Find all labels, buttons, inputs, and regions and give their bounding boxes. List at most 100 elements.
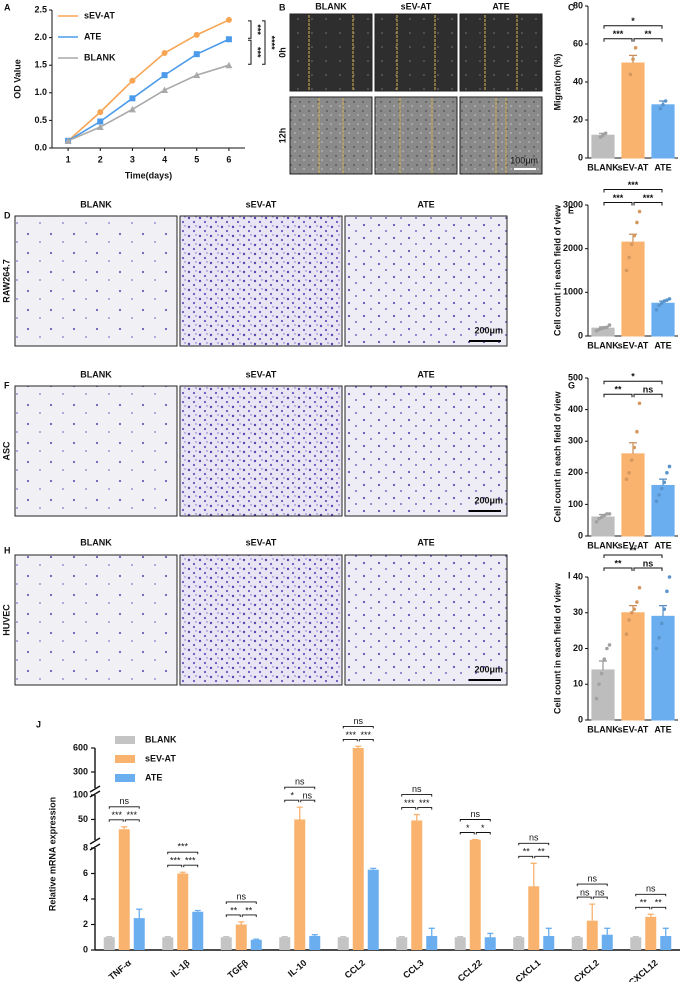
sig-label: ns: [529, 833, 539, 843]
y-tick-label: 80: [573, 0, 583, 10]
data-point: [662, 607, 667, 611]
y-tick-label: 0.5: [34, 115, 47, 125]
scale-bar-label: 200μm: [474, 325, 503, 335]
data-point: [629, 242, 634, 247]
sig-bracket: [401, 794, 433, 810]
line: [67, 19, 230, 142]
sig-label: ***: [643, 193, 654, 203]
sig-bracket: [108, 806, 140, 822]
sig-label: ns: [643, 385, 654, 395]
data-point: [667, 575, 672, 579]
panel-letter: J: [36, 719, 41, 729]
micrograph: [14, 554, 178, 686]
y-tick-label: 100: [568, 499, 583, 509]
panel-letter: D: [4, 210, 11, 220]
point: [128, 105, 136, 113]
sig-bracket: [576, 883, 608, 900]
x-tick-label: ATE: [654, 340, 671, 350]
bar: [601, 934, 613, 950]
panel-letter: G: [568, 380, 575, 390]
sig-label: ns: [595, 887, 605, 897]
sig-bracket: [633, 567, 663, 571]
point: [96, 123, 104, 131]
bar: [621, 612, 645, 721]
bar: [591, 516, 615, 537]
sig-label: **: [644, 29, 652, 39]
bar: [630, 937, 642, 950]
sig-bracket: [603, 393, 633, 398]
line: [67, 64, 230, 142]
panel-letter: H: [4, 545, 11, 555]
error-bar: [515, 935, 522, 938]
point: [193, 71, 201, 79]
sig-label: *: [631, 372, 635, 382]
bar: [591, 134, 615, 159]
micrograph: [344, 385, 508, 517]
point: [97, 118, 104, 125]
y-tick-label: 2.0: [34, 32, 47, 42]
point: [97, 109, 104, 116]
x-tick-label: 3: [130, 154, 135, 164]
sig-label: *: [290, 791, 294, 801]
sig-label: **: [640, 898, 648, 908]
panel-letter: A: [4, 2, 11, 12]
data-point: [659, 301, 664, 306]
y-tick-label: 0: [578, 330, 583, 340]
y-tick-label: 2.5: [34, 4, 47, 14]
bar: [279, 937, 291, 950]
data-point: [602, 657, 607, 662]
y-tick-label: 100: [73, 789, 88, 799]
data-point: [607, 323, 612, 327]
data-point: [659, 486, 664, 491]
data-point: [637, 585, 642, 590]
panel-letter: C: [568, 2, 575, 12]
bar: [250, 939, 262, 950]
sig-label: ***: [613, 193, 624, 203]
bar: [513, 937, 525, 950]
sig-bracket: [167, 851, 199, 868]
micrograph: [344, 215, 508, 347]
sig-label: ***: [613, 29, 624, 39]
x-tick-label: ATE: [654, 162, 671, 172]
bar: [586, 920, 598, 950]
data-point: [607, 512, 612, 516]
bar: [651, 104, 675, 159]
bar: [651, 484, 675, 537]
error-bar: [574, 935, 581, 938]
data-point: [624, 632, 629, 636]
y-axis-title: Cell count in each field of view: [552, 582, 562, 714]
sig-label: **: [614, 558, 622, 568]
sig-bracket: [603, 202, 633, 206]
sig-label: *: [631, 16, 635, 26]
data-point: [635, 429, 639, 434]
data-point: [628, 72, 633, 77]
bar: [651, 615, 675, 721]
sig-bracket: [262, 20, 266, 65]
data-point: [633, 46, 638, 50]
column-label: ATE: [417, 369, 434, 379]
y-tick-label: 300: [568, 436, 583, 446]
data-point: [632, 607, 637, 611]
column-label: BLANK: [80, 369, 112, 379]
bar: [426, 935, 438, 950]
sig-label: ***: [177, 842, 188, 852]
sig-label: ***: [185, 856, 196, 866]
legend-label: sEV-AT: [145, 753, 176, 763]
error-bar: [121, 826, 128, 830]
data-point: [605, 646, 609, 651]
x-tick-label: 4: [162, 154, 167, 164]
data-point: [667, 297, 672, 301]
row-label: HUVEC: [1, 604, 11, 636]
sig-label: ns: [470, 809, 480, 819]
sig-bracket: [603, 189, 663, 193]
data-point: [627, 255, 631, 260]
x-tick-label: CCL2: [343, 958, 367, 981]
error-bar: [632, 935, 639, 938]
x-tick-label: BLANK: [587, 540, 619, 550]
point: [161, 72, 168, 79]
y-tick-label: 3000: [563, 199, 583, 209]
data-point: [665, 589, 669, 594]
x-tick-label: CXCL2: [572, 958, 601, 982]
point: [193, 51, 200, 58]
